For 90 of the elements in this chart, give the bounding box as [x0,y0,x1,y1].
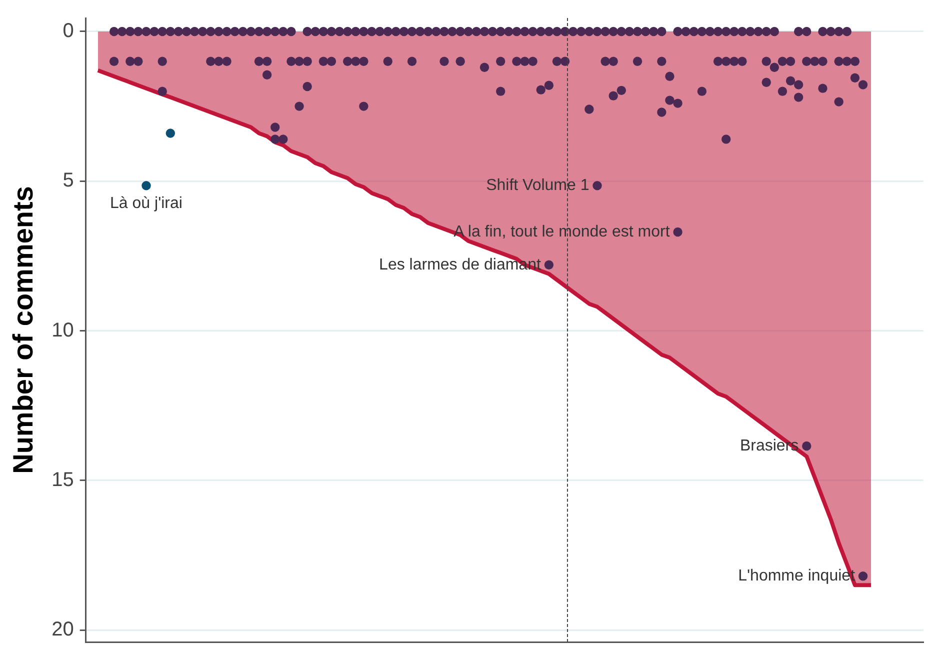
point [270,134,280,144]
point [850,56,860,66]
point [158,86,167,96]
point [600,56,610,66]
point [794,80,804,90]
point [673,227,682,237]
point [770,62,780,72]
data-label: Shift Volume 1 [486,177,590,194]
point [721,56,731,66]
point [359,56,368,66]
point [616,86,626,96]
point [818,84,828,93]
point [407,56,417,66]
point [544,80,554,90]
point [810,56,820,66]
point [818,56,828,66]
point [721,134,731,144]
point [738,56,747,66]
point [254,56,264,66]
point [302,56,312,66]
point [842,56,852,66]
point [326,56,336,66]
point [794,92,804,102]
point [802,56,812,66]
point [536,85,546,94]
point [222,56,232,66]
point [440,56,449,66]
point [762,56,771,66]
point [730,56,739,66]
point [858,80,868,90]
point [294,102,304,111]
point [126,56,135,66]
point [456,56,465,66]
point [286,56,296,66]
y-tick-label: 5 [62,170,74,192]
y-tick-label: 10 [52,319,74,342]
point [383,56,392,66]
point [262,56,272,66]
point [608,56,618,66]
y-tick-label: 15 [52,468,74,491]
point [713,56,723,66]
point [786,76,796,86]
point [608,91,618,100]
point [850,73,860,82]
point [697,86,707,96]
point [134,56,143,66]
y-tick-label: 20 [52,618,74,641]
point [858,572,868,581]
point [359,102,368,111]
point [278,134,288,144]
point [528,56,538,66]
point [166,128,176,138]
point [520,56,530,66]
data-label: Là où j'irai [110,195,182,212]
point [665,96,674,105]
point [109,56,119,66]
point [665,72,674,81]
point [496,56,506,66]
point [673,98,682,108]
point [302,82,312,92]
point [512,56,522,66]
point [560,56,570,66]
point [657,108,666,117]
point [778,86,788,96]
y-axis-title: Number of comments [8,186,39,474]
point [270,122,280,132]
point [351,56,360,66]
point [762,78,771,87]
point [214,56,224,66]
point [158,56,167,66]
point [496,86,506,96]
point [786,56,796,66]
point [262,70,272,80]
point [480,62,490,72]
y-tick-label: 0 [62,20,74,42]
point [544,260,554,270]
point [657,56,666,66]
point [142,180,151,190]
point [294,56,304,66]
point [778,56,788,66]
point [584,104,594,114]
point [318,56,328,66]
point [834,97,844,106]
point [592,180,602,190]
point [802,441,812,451]
point [552,56,562,66]
point [206,56,216,66]
point [632,56,642,66]
point [342,56,352,66]
point [834,56,844,66]
